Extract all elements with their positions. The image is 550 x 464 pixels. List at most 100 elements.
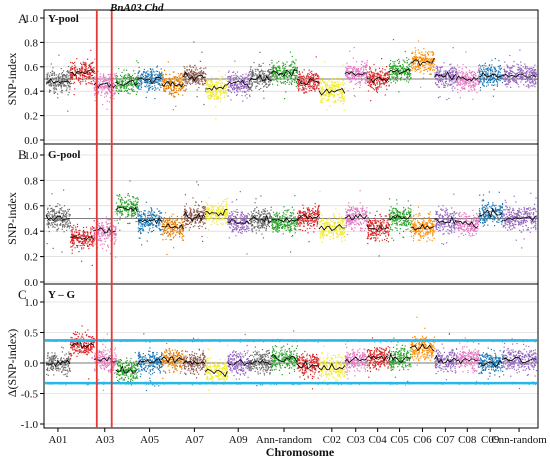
- snp-point: [365, 69, 366, 70]
- snp-point: [245, 82, 246, 83]
- snp-point: [390, 63, 391, 64]
- snp-point: [395, 78, 396, 79]
- snp-point: [237, 85, 238, 86]
- snp-point: [68, 78, 69, 79]
- snp-point: [370, 82, 371, 83]
- snp-point: [98, 218, 99, 219]
- snp-point: [227, 77, 228, 78]
- snp-point: [471, 89, 472, 90]
- snp-point: [114, 73, 115, 74]
- snp-point: [184, 80, 185, 81]
- snp-point: [261, 76, 262, 77]
- snp-point: [439, 67, 440, 68]
- snp-point: [477, 81, 478, 82]
- snp-point: [50, 211, 51, 212]
- snp-point: [334, 89, 335, 90]
- snp-point: [109, 80, 110, 81]
- snp-point: [61, 86, 62, 87]
- snp-point: [51, 193, 52, 194]
- snp-point: [471, 86, 472, 87]
- snp-point: [119, 80, 120, 81]
- snp-point: [69, 86, 70, 87]
- snp-point: [234, 92, 235, 93]
- snp-point: [357, 82, 358, 83]
- snp-point: [299, 83, 300, 84]
- snp-point: [485, 79, 486, 80]
- snp-point: [88, 67, 89, 68]
- snp-point: [429, 74, 430, 75]
- snp-point: [358, 68, 359, 69]
- snp-point: [350, 66, 351, 67]
- snp-point: [517, 73, 518, 74]
- snp-point: [266, 79, 267, 80]
- snp-point: [360, 68, 361, 69]
- snp-point: [128, 93, 129, 94]
- snp-point: [240, 80, 241, 81]
- snp-point: [62, 78, 63, 79]
- snp-point: [370, 100, 371, 101]
- snp-point: [334, 94, 335, 95]
- snp-point: [104, 79, 105, 80]
- snp-point: [263, 86, 264, 87]
- snp-point: [333, 101, 334, 102]
- snp-point: [535, 77, 536, 78]
- snp-point: [146, 81, 147, 82]
- snp-point: [76, 75, 77, 76]
- snp-point: [413, 63, 414, 64]
- snp-point: [64, 80, 65, 81]
- snp-point: [439, 77, 440, 78]
- snp-point: [205, 74, 206, 75]
- snp-point: [275, 73, 276, 74]
- snp-point: [91, 244, 92, 245]
- snp-point: [247, 81, 248, 82]
- snp-point: [90, 238, 91, 239]
- snp-point: [54, 75, 55, 76]
- snp-point: [487, 74, 488, 75]
- snp-point: [209, 83, 210, 84]
- snp-point: [325, 82, 326, 83]
- snp-point: [298, 81, 299, 82]
- snp-point: [445, 82, 446, 83]
- snp-point: [115, 229, 116, 230]
- snp-point: [62, 72, 63, 73]
- snp-point: [75, 71, 76, 72]
- snp-point: [54, 214, 55, 215]
- snp-point: [151, 70, 152, 71]
- snp-point: [72, 242, 73, 243]
- snp-point: [87, 235, 88, 236]
- snp-point: [335, 102, 336, 103]
- snp-point: [61, 68, 62, 69]
- snp-point: [335, 78, 336, 79]
- snp-point: [299, 88, 300, 89]
- snp-point: [328, 89, 329, 90]
- snp-point: [292, 67, 293, 68]
- snp-point: [524, 64, 525, 65]
- snp-point: [443, 74, 444, 75]
- snp-point: [90, 232, 91, 233]
- snp-point: [403, 70, 404, 71]
- snp-point: [216, 96, 217, 97]
- snp-point: [114, 84, 115, 85]
- snp-point: [483, 67, 484, 68]
- snp-point: [320, 102, 321, 103]
- snp-point: [55, 84, 56, 85]
- snp-point: [74, 70, 75, 71]
- snp-point: [344, 110, 345, 111]
- snp-point: [385, 69, 386, 70]
- snp-point: [395, 65, 396, 66]
- snp-point: [252, 70, 253, 71]
- snp-point: [50, 84, 51, 85]
- snp-point: [450, 69, 451, 70]
- snp-point: [492, 70, 493, 71]
- snp-point: [64, 225, 65, 226]
- snp-point: [63, 225, 64, 226]
- snp-point: [275, 67, 276, 68]
- snp-point: [389, 76, 390, 77]
- snp-point: [324, 81, 325, 82]
- snp-point: [117, 84, 118, 85]
- snp-point: [107, 93, 108, 94]
- snp-point: [126, 85, 127, 86]
- snp-point: [485, 63, 486, 64]
- snp-point: [238, 86, 239, 87]
- snp-point: [424, 65, 425, 66]
